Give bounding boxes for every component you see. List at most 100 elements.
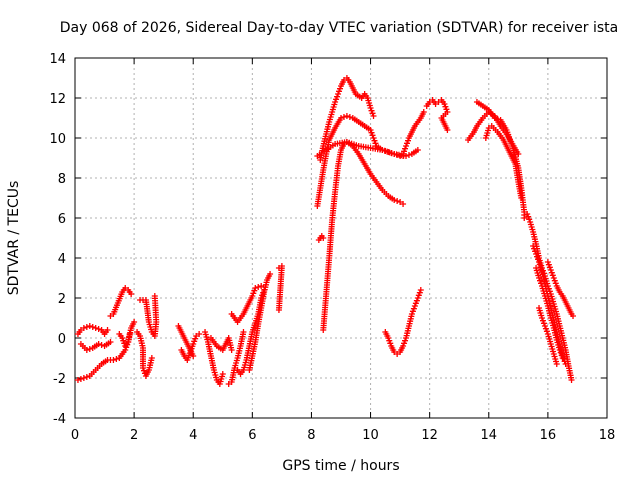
data-point	[414, 147, 421, 153]
y-tick-label: 14	[49, 52, 66, 67]
data-point-fill	[336, 88, 343, 95]
data-point-fill	[340, 114, 347, 120]
data-point-fill	[535, 256, 542, 263]
data-point-fill	[387, 340, 394, 347]
x-tick-label: 12	[421, 428, 438, 443]
series-arc-27	[482, 123, 525, 201]
data-point	[249, 293, 256, 299]
data-point	[275, 307, 282, 313]
data-point-fill	[251, 287, 258, 294]
data-point	[536, 275, 543, 281]
data-point	[80, 375, 87, 381]
data-point	[521, 215, 528, 221]
data-point-fill	[333, 96, 340, 103]
plot-frame	[74, 57, 608, 419]
x-tick-label: 14	[481, 428, 498, 443]
data-point-fill	[346, 114, 353, 120]
data-point	[196, 331, 203, 337]
data-point	[367, 127, 374, 133]
data-point-fill	[405, 152, 412, 158]
data-point-fill	[386, 337, 393, 344]
data-point	[74, 377, 81, 383]
data-point-fill	[537, 280, 544, 287]
data-point-fill	[404, 140, 411, 147]
data-point-fill	[558, 352, 565, 359]
series-arc-1	[74, 331, 133, 383]
data-point	[343, 113, 350, 119]
series-arc-23	[382, 287, 424, 357]
grid	[75, 58, 607, 418]
data-point-fill	[442, 103, 449, 110]
x-tick-label: 16	[540, 428, 557, 443]
data-point	[119, 335, 126, 341]
data-point-fill	[192, 335, 199, 342]
data-point	[562, 361, 569, 367]
data-point-fill	[401, 148, 408, 155]
series-arc-12	[225, 329, 247, 387]
series-arc-15	[246, 271, 274, 373]
series-arc-3	[77, 339, 114, 353]
series-arc-10	[202, 329, 226, 387]
data-point	[417, 287, 424, 293]
series-arc-11	[207, 335, 235, 353]
data-point	[556, 347, 563, 353]
series-arc-9	[178, 331, 203, 363]
data-point-fill	[368, 129, 375, 136]
data-point	[86, 323, 93, 329]
data-point	[320, 235, 327, 241]
x-tick-label: 4	[189, 428, 197, 443]
data-point-fill	[542, 325, 549, 332]
data-point	[139, 365, 146, 371]
data-point-fill	[404, 137, 411, 144]
data-point	[367, 105, 374, 111]
data-point	[538, 315, 545, 321]
data-point-fill	[532, 248, 539, 255]
data-point	[228, 347, 235, 353]
data-point	[553, 361, 560, 367]
data-point-fill	[369, 132, 376, 139]
data-point	[518, 195, 525, 201]
y-tick-label: 12	[49, 92, 66, 107]
data-point	[338, 115, 344, 121]
data-point-fill	[546, 264, 553, 271]
data-point-fill	[531, 245, 538, 252]
data-point-fill	[410, 305, 417, 312]
data-point	[104, 327, 111, 333]
data-point	[83, 347, 90, 353]
data-point	[107, 339, 114, 345]
data-point-fill	[86, 346, 93, 352]
data-point	[524, 211, 531, 217]
data-point-fill	[394, 198, 401, 204]
data-point	[335, 91, 342, 97]
data-point	[441, 101, 448, 107]
data-point	[151, 293, 158, 299]
y-tick-label: -4	[53, 412, 66, 427]
data-point	[400, 343, 407, 349]
series-arc-5	[116, 319, 138, 349]
series-arc-20	[317, 75, 377, 163]
data-point-fill	[560, 355, 567, 362]
data-point-fill	[401, 340, 408, 347]
series-arc-30	[544, 259, 577, 319]
data-point	[332, 99, 339, 105]
data-point	[541, 323, 548, 329]
data-point-fill	[534, 253, 541, 260]
data-point	[491, 115, 498, 121]
series-arc-31	[536, 305, 560, 367]
data-point-fill	[557, 349, 564, 356]
data-point-fill	[250, 290, 257, 297]
series-arc-28	[524, 211, 575, 383]
data-point	[258, 283, 265, 289]
y-tick-label: 10	[49, 132, 66, 147]
data-point-fill	[415, 292, 422, 299]
data-point-fill	[334, 93, 341, 100]
data-point-fill	[402, 337, 409, 344]
data-point	[370, 135, 377, 141]
data-point	[544, 259, 551, 265]
y-tick-label: 0	[58, 332, 66, 347]
data-point-fill	[443, 106, 450, 113]
series-arc-24	[423, 97, 451, 133]
data-point	[92, 325, 99, 331]
data-point	[400, 151, 407, 157]
data-point	[190, 341, 197, 347]
